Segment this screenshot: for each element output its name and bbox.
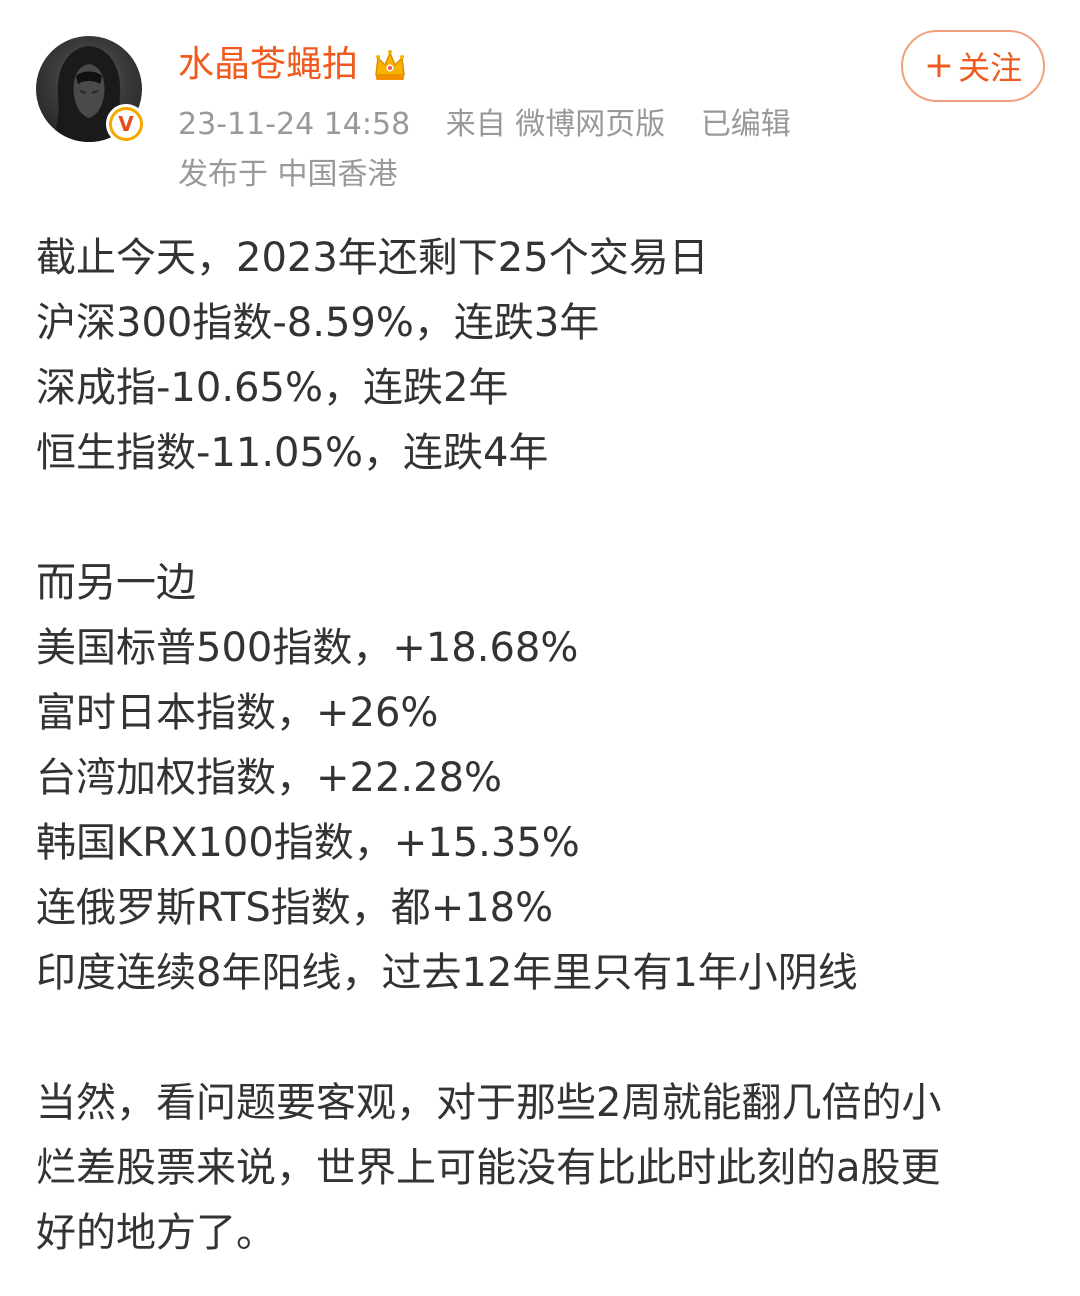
text-line: 深成指-10.65%，连跌2年	[36, 365, 509, 411]
follow-label: 关注	[958, 49, 1023, 87]
edited-label[interactable]: 已编辑	[700, 107, 791, 142]
avatar[interactable]: V	[36, 36, 146, 144]
text-line: 截止今天，2023年还剩下25个交易日	[36, 235, 709, 281]
text-line: 当然，看问题要客观，对于那些2周就能翻几倍的小	[36, 1080, 942, 1126]
post-meta: 23-11-24 14:58 来自 微博网页版 已编辑	[178, 104, 791, 146]
text-line: 台湾加权指数，+22.28%	[36, 755, 503, 801]
text-line: 烂差股票来说，世界上可能没有比此时此刻的a股更	[36, 1145, 941, 1191]
paragraph-gap	[36, 486, 1046, 551]
plus-icon: +	[923, 45, 955, 86]
text-line: 美国标普500指数，+18.68%	[36, 625, 579, 671]
post-header: V 水晶苍蝇拍 23-11-24 14:58 来自 微博网页版 已编辑 发布于 …	[0, 0, 1080, 200]
text-line: 恒生指数-11.05%，连跌4年	[36, 430, 549, 476]
follow-button[interactable]: + 关注	[901, 30, 1045, 102]
verified-symbol: V	[112, 110, 140, 138]
username-row: 水晶苍蝇拍	[178, 40, 410, 90]
crown-icon[interactable]	[370, 45, 410, 85]
text-line: 富时日本指数，+26%	[36, 690, 439, 736]
post-source: 来自 微博网页版	[445, 107, 666, 142]
text-line: 好的地方了。	[36, 1210, 276, 1256]
post-content: 截止今天，2023年还剩下25个交易日 沪深300指数-8.59%，连跌3年 深…	[36, 226, 1046, 1266]
paragraph-gap	[36, 1006, 1046, 1071]
text-line: 连俄罗斯RTS指数，都+18%	[36, 885, 554, 931]
text-line: 而另一边	[36, 560, 196, 606]
text-line: 沪深300指数-8.59%，连跌3年	[36, 300, 600, 346]
text-line: 印度连续8年阳线，过去12年里只有1年小阴线	[36, 950, 858, 996]
post-location: 发布于 中国香港	[178, 157, 398, 192]
username[interactable]: 水晶苍蝇拍	[178, 44, 359, 85]
verified-v-badge-icon: V	[106, 104, 146, 144]
post-timestamp: 23-11-24 14:58	[178, 107, 411, 142]
text-line: 韩国KRX100指数，+15.35%	[36, 820, 580, 866]
